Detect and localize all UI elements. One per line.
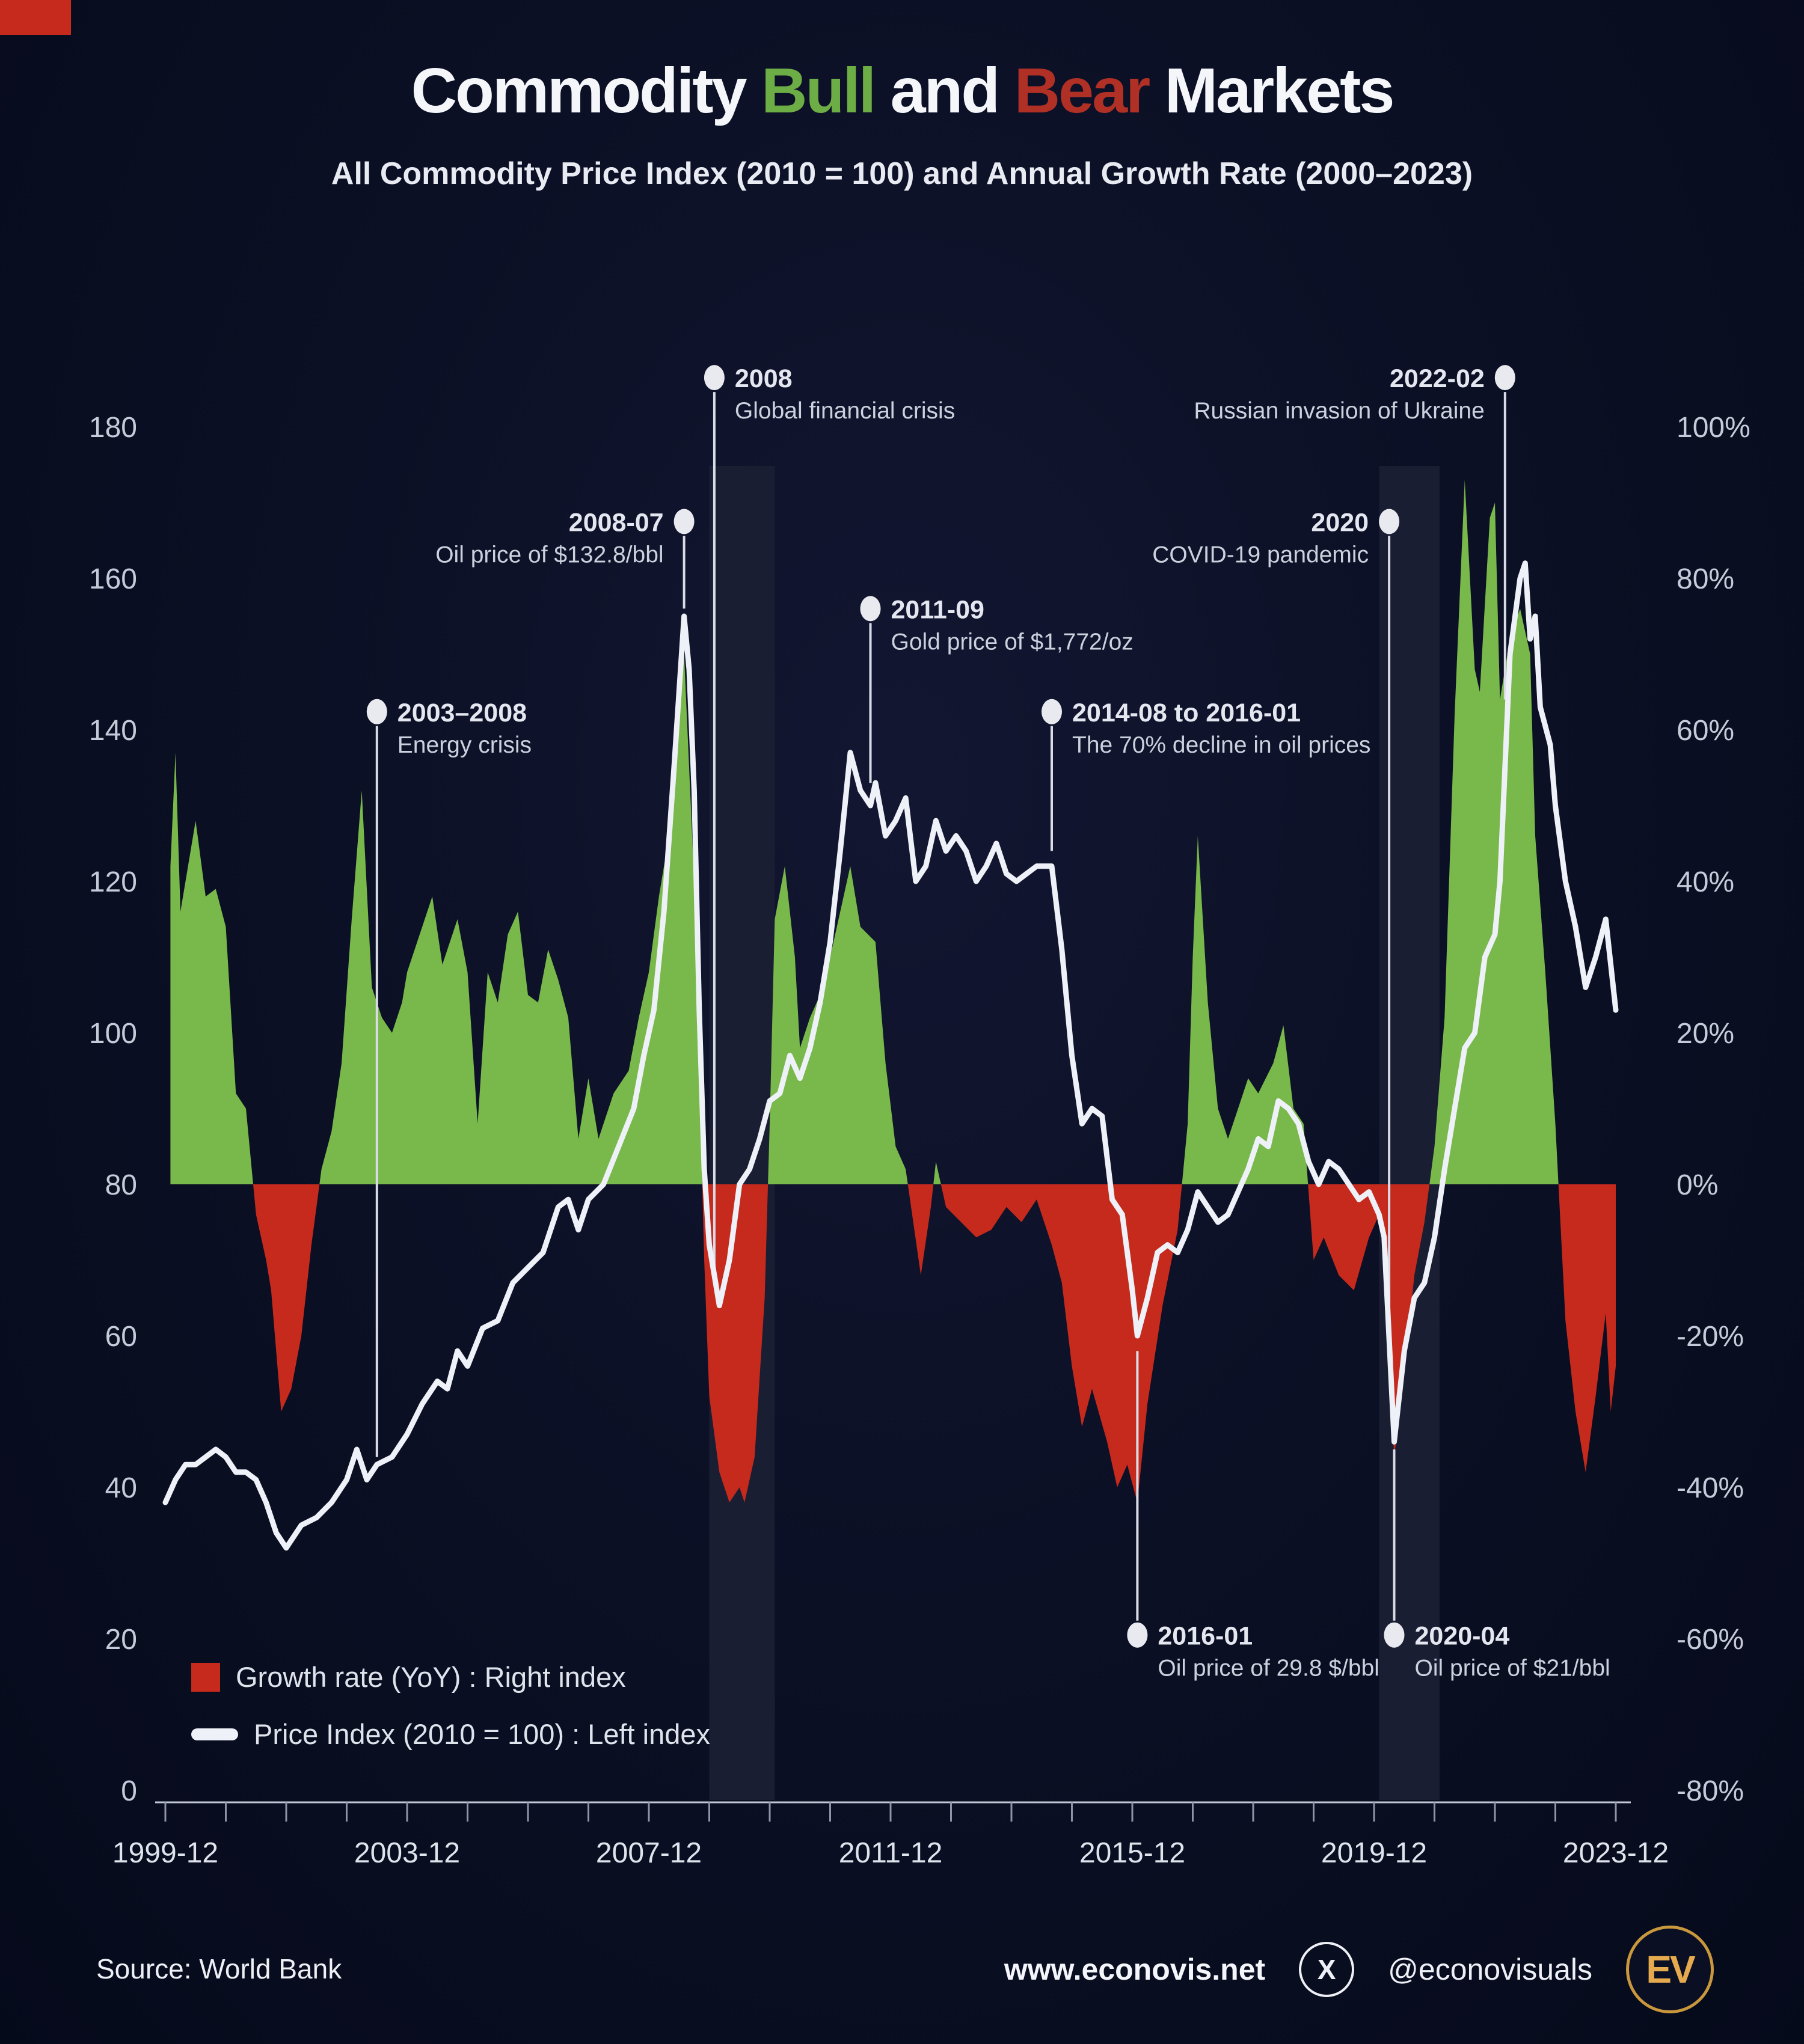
annotation-dot xyxy=(1494,365,1515,391)
title-word-bull: Bull xyxy=(761,55,876,126)
y-axis-label-right: 100% xyxy=(1677,412,1750,444)
annotation-dot xyxy=(704,365,725,391)
y-axis-label-right: 60% xyxy=(1677,715,1734,747)
recession-band xyxy=(709,466,775,1800)
header: Commodity Bull and Bear Markets All Comm… xyxy=(0,55,1804,192)
annotation-text: Global financial crisis xyxy=(735,398,955,424)
y-axis-label-left: 140 xyxy=(89,715,137,747)
y-axis-label-right: -20% xyxy=(1677,1321,1744,1353)
y-axis-label-left: 40 xyxy=(105,1472,137,1504)
x-axis-label: 1999-12 xyxy=(112,1837,218,1869)
y-axis-label-left: 100 xyxy=(89,1018,137,1050)
x-social-icon: X xyxy=(1299,1942,1355,1997)
legend-label-price: Price Index (2010 = 100) : Left index xyxy=(254,1718,710,1750)
page-title: Commodity Bull and Bear Markets xyxy=(0,55,1804,126)
annotation-title: 2016-01 xyxy=(1158,1622,1253,1651)
annotation-title: 2008 xyxy=(735,364,793,393)
website-label: www.econovis.net xyxy=(1004,1953,1266,1986)
growth-area-negative xyxy=(170,1184,1616,1503)
annotation-text: Gold price of $1,772/oz xyxy=(891,629,1134,655)
title-word-and: and xyxy=(890,55,1000,126)
y-axis-label-right: 40% xyxy=(1677,866,1734,898)
annotation-dot xyxy=(860,596,881,622)
x-axis-label: 2011-12 xyxy=(839,1837,943,1869)
annotation-title: 2020 xyxy=(1311,509,1369,537)
page-subtitle: All Commodity Price Index (2010 = 100) a… xyxy=(331,156,1473,192)
title-word-bear: Bear xyxy=(1014,55,1151,126)
y-axis-label-left: 160 xyxy=(89,563,137,595)
x-axis-label: 2023-12 xyxy=(1563,1837,1669,1869)
y-axis-label-right: -40% xyxy=(1677,1472,1744,1504)
annotation-text: Oil price of $132.8/bbl xyxy=(435,542,663,568)
annotation-text: The 70% decline in oil prices xyxy=(1072,732,1370,758)
annotation-title: 2008-07 xyxy=(569,509,664,537)
y-axis-label-left: 180 xyxy=(89,412,137,444)
legend-swatch-price xyxy=(191,1728,238,1740)
annotation-dot xyxy=(1384,1622,1405,1648)
annotation-text: Russian invasion of Ukraine xyxy=(1194,398,1484,424)
annotation-text: Energy crisis xyxy=(397,732,532,758)
annotation-dot xyxy=(673,509,695,534)
annotation-text: Oil price of $21/bbl xyxy=(1415,1656,1610,1681)
legend-swatch-growth xyxy=(191,1662,220,1692)
y-axis-label-left: 120 xyxy=(89,866,137,898)
y-axis-label-right: 20% xyxy=(1677,1018,1734,1050)
chart-legend: Growth rate (YoY) : Right index Price In… xyxy=(191,1660,710,1751)
annotation-title: 2014-08 to 2016-01 xyxy=(1072,699,1301,727)
footer: Source: World Bank www.econovis.net X @e… xyxy=(0,1921,1804,2018)
y-axis-label-left: 20 xyxy=(105,1624,137,1656)
annotation-title: 2020-04 xyxy=(1415,1622,1510,1651)
x-axis-label: 2015-12 xyxy=(1079,1837,1185,1869)
annotation-dot xyxy=(1042,699,1062,724)
ev-logo: EV xyxy=(1626,1926,1714,2013)
y-axis-label-left: 60 xyxy=(105,1321,137,1353)
growth-area-positive xyxy=(170,480,1616,1184)
y-axis-label-right: 0% xyxy=(1677,1169,1718,1201)
y-axis-label-right: 80% xyxy=(1677,563,1734,595)
annotation-text: Oil price of 29.8 $/bbl xyxy=(1158,1656,1379,1681)
y-axis-label-left: 0 xyxy=(121,1775,137,1807)
source-label: Source: World Bank xyxy=(96,1953,342,1984)
y-axis-label-left: 80 xyxy=(105,1169,137,1201)
annotation-dot xyxy=(366,699,387,724)
footer-right: www.econovis.net X @econovisuals EV xyxy=(1004,1921,1714,2018)
annotation-title: 2011-09 xyxy=(891,595,984,624)
legend-label-growth: Growth rate (YoY) : Right index xyxy=(236,1661,626,1693)
y-axis-label-right: -80% xyxy=(1677,1775,1744,1807)
y-axis-label-right: -60% xyxy=(1677,1624,1744,1656)
title-word-commodity: Commodity xyxy=(411,55,747,126)
corner-flag xyxy=(0,0,71,35)
annotation-dot xyxy=(1379,509,1400,534)
annotation-dot xyxy=(1127,1622,1148,1648)
annotation-title: 2022-02 xyxy=(1390,364,1485,393)
legend-item-price: Price Index (2010 = 100) : Left index xyxy=(191,1718,710,1751)
annotation-text: COVID-19 pandemic xyxy=(1152,542,1369,568)
handle-label: @econovisuals xyxy=(1388,1953,1592,1986)
x-axis-label: 2007-12 xyxy=(596,1837,702,1869)
annotation-title: 2003–2008 xyxy=(397,699,527,727)
title-word-markets: Markets xyxy=(1164,55,1395,126)
legend-item-growth: Growth rate (YoY) : Right index xyxy=(191,1660,710,1694)
x-axis-label: 2003-12 xyxy=(354,1837,460,1869)
x-axis-label: 2019-12 xyxy=(1321,1837,1427,1869)
price-line xyxy=(162,560,1619,1551)
